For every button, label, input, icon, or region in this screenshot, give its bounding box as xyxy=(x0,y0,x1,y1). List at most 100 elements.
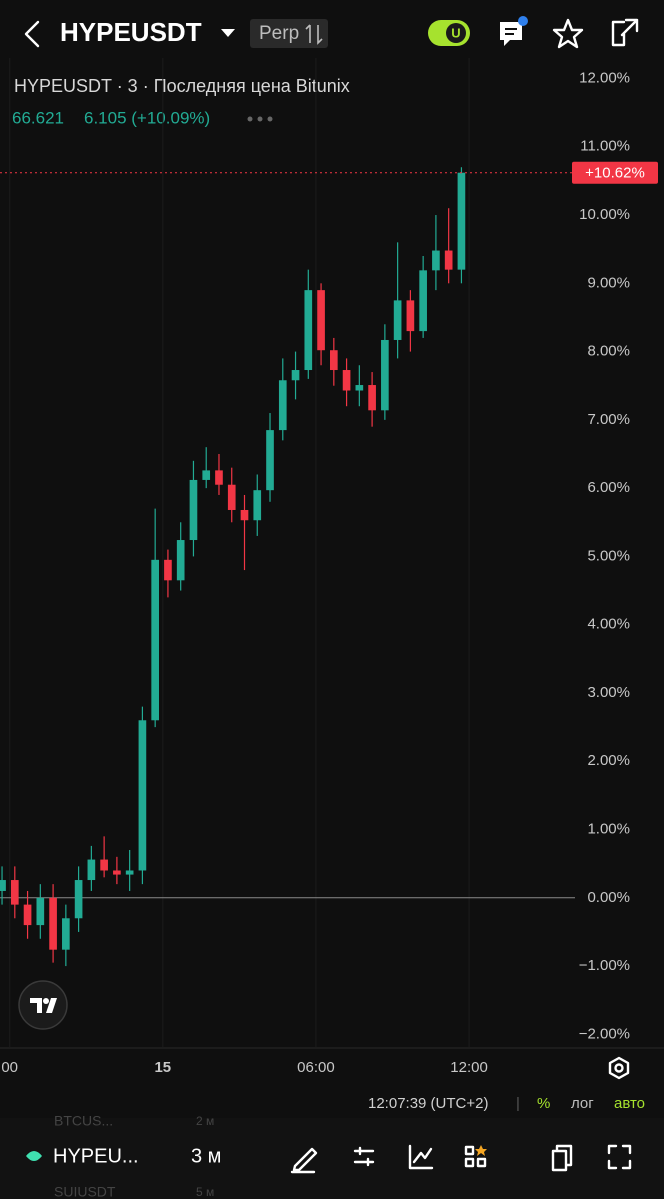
candle-body xyxy=(164,559,172,581)
y-tick-label: 7.00% xyxy=(587,411,630,428)
candle-body xyxy=(176,540,185,581)
y-tick-label: 4.00% xyxy=(587,616,630,633)
candle-body xyxy=(355,385,364,391)
copy-button[interactable] xyxy=(551,1144,573,1172)
separator: | xyxy=(516,1095,520,1112)
x-tick-label: 06:00 xyxy=(297,1059,335,1076)
settings-hole xyxy=(614,1063,624,1073)
interval[interactable]: 3 м xyxy=(191,1145,221,1167)
candle-body xyxy=(253,490,262,521)
y-tick-label: 1.00% xyxy=(587,820,630,837)
candle-body xyxy=(291,370,300,381)
ghost-symbol: SUIUSDT xyxy=(54,1184,116,1199)
y-tick-label: 0.00% xyxy=(587,889,630,906)
back-button[interactable] xyxy=(24,20,40,48)
y-tick-label: −1.00% xyxy=(579,957,630,974)
toggle-knob xyxy=(446,23,466,43)
settings-sliders[interactable] xyxy=(353,1146,375,1167)
last-price-badge xyxy=(572,161,658,184)
candle-body xyxy=(49,897,57,950)
ghost-interval: 2 м xyxy=(196,1114,214,1128)
share-button[interactable] xyxy=(611,18,639,47)
symbol-logo xyxy=(26,1151,42,1161)
candle-body xyxy=(202,470,211,480)
candle-body xyxy=(317,290,325,351)
symbol-dropdown[interactable] xyxy=(221,29,235,37)
toggle-label: U xyxy=(451,25,460,40)
templates-button[interactable] xyxy=(464,1145,487,1168)
y-tick-label: 8.00% xyxy=(587,343,630,360)
candle-body xyxy=(138,720,147,871)
candle-body xyxy=(10,880,19,905)
candle-body xyxy=(278,380,287,431)
y-tick-label: 2.00% xyxy=(587,752,630,769)
y-tick-label: 6.00% xyxy=(587,479,630,496)
y-tick-label: 10.00% xyxy=(579,206,630,223)
y-tick-label: 9.00% xyxy=(587,274,630,291)
draw-button[interactable] xyxy=(290,1147,318,1174)
y-tick-label: 3.00% xyxy=(587,684,630,701)
settings-button[interactable] xyxy=(608,1056,630,1080)
more-dots[interactable] xyxy=(247,116,273,122)
x-tick-label: 15 xyxy=(154,1059,171,1076)
candle-body xyxy=(100,859,108,871)
logo-mark xyxy=(30,998,57,1013)
candle-body xyxy=(113,870,121,875)
time: 12:07:39 (UTC+2) xyxy=(368,1095,488,1112)
auto-toggle[interactable]: авто xyxy=(614,1095,645,1112)
price: 66.621 xyxy=(12,108,64,127)
swap-icon xyxy=(305,24,323,45)
market: Perp xyxy=(259,23,299,44)
favorite-button[interactable] xyxy=(552,18,584,49)
candle-body xyxy=(368,385,376,411)
indicators-button[interactable] xyxy=(408,1144,434,1170)
candle-body xyxy=(393,300,402,340)
symbol[interactable]: HYPEUSDT xyxy=(60,17,202,47)
fullscreen-button[interactable] xyxy=(607,1144,632,1170)
bottom-symbol[interactable]: HYPEU... xyxy=(53,1145,139,1167)
chat-dot xyxy=(518,16,528,26)
logo-dot xyxy=(43,998,49,1004)
candle-body xyxy=(36,897,45,926)
candle-body xyxy=(0,880,6,891)
candle-body xyxy=(240,509,249,521)
candle-body xyxy=(87,859,96,881)
y-tick-label: 11.00% xyxy=(580,138,630,155)
chat-lines xyxy=(505,28,517,35)
x-tick-label: 12:00 xyxy=(450,1059,488,1076)
x-tick-label: 00 xyxy=(1,1059,18,1076)
candle-body xyxy=(406,300,415,332)
logo[interactable] xyxy=(18,980,68,1030)
candle-body xyxy=(381,339,389,411)
candle-body xyxy=(125,870,134,875)
candle-body xyxy=(151,559,159,721)
y-tick-label: 5.00% xyxy=(587,547,630,564)
ghost-symbol: BTCUS... xyxy=(54,1113,113,1129)
last-price-label: +10.62% xyxy=(585,165,645,182)
candle-body xyxy=(419,270,427,332)
candle-body xyxy=(266,430,274,491)
candle-body xyxy=(444,250,453,270)
candle-body xyxy=(215,470,223,485)
candle-body xyxy=(62,918,70,950)
chart-title: HYPEUSDT · 3 · Последняя цена Bitunix xyxy=(14,76,350,96)
candle-body xyxy=(227,484,236,510)
y-tick-label: −2.00% xyxy=(579,1025,630,1042)
ghost-interval: 5 м xyxy=(196,1185,214,1199)
candle-body xyxy=(457,172,466,270)
candle-body xyxy=(189,479,198,541)
y-tick-label: 12.00% xyxy=(579,69,630,86)
percent-toggle[interactable]: % xyxy=(537,1095,550,1112)
candle-body xyxy=(304,290,313,371)
candle-body xyxy=(342,370,351,391)
candle-body xyxy=(432,250,440,271)
candle-body xyxy=(23,904,32,926)
log-toggle[interactable]: лог xyxy=(571,1095,594,1112)
candle-body xyxy=(329,350,338,371)
candle-body xyxy=(74,880,83,919)
change: 6.105 (+10.09%) xyxy=(84,108,210,127)
